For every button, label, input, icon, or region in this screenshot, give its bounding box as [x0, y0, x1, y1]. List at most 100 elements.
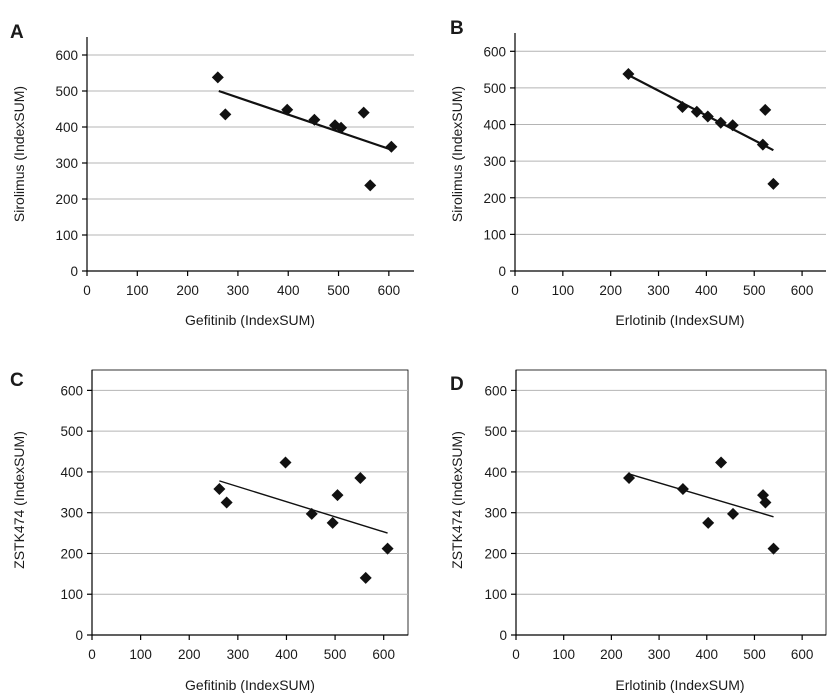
- x-tick-label: 0: [511, 283, 519, 298]
- plot-frame: [515, 369, 827, 636]
- trendline: [628, 473, 774, 518]
- y-tick-label: 200: [483, 191, 506, 206]
- data-point: [213, 483, 226, 496]
- y-tick-label: 400: [60, 465, 83, 480]
- data-point: [381, 542, 394, 555]
- x-tick-label: 100: [129, 647, 152, 662]
- data-point: [759, 496, 772, 509]
- panel-b: 0 100 200 300 400 500 600 0 100 200 300 400 500 600 Er…: [449, 18, 826, 328]
- y-tick-label: 300: [55, 156, 78, 171]
- x-axis-title: Erlotinib (IndexSUM): [615, 312, 744, 328]
- x-tick-label: 300: [227, 647, 250, 662]
- data-point: [759, 103, 772, 116]
- x-tick-label: 500: [743, 283, 766, 298]
- data-point: [385, 140, 398, 153]
- y-tick-label: 100: [483, 227, 506, 242]
- data-point: [714, 116, 727, 129]
- data-point: [357, 106, 370, 119]
- x-tick-label: 100: [552, 647, 575, 662]
- data-point: [690, 105, 703, 118]
- data-point: [335, 121, 348, 134]
- data-point: [767, 177, 780, 190]
- x-tick-label: 400: [275, 647, 298, 662]
- x-tick-label: 400: [695, 283, 718, 298]
- x-axis-title: Erlotinib (IndexSUM): [615, 677, 744, 693]
- data-point: [331, 489, 344, 502]
- y-tick-label: 0: [75, 628, 83, 643]
- x-tick-label: 200: [178, 647, 201, 662]
- data-point: [767, 542, 780, 555]
- y-axis-title: Sirolimus (IndexSUM): [449, 86, 465, 222]
- y-tick-label: 500: [55, 84, 78, 99]
- y-tick-label: 200: [60, 546, 83, 561]
- data-point: [364, 179, 377, 192]
- data-point: [715, 456, 728, 469]
- y-tick-label: 100: [484, 587, 507, 602]
- y-axis-title: ZSTK474 (IndexSUM): [449, 431, 465, 569]
- y-tick-label: 600: [60, 383, 83, 398]
- data-point: [211, 71, 224, 84]
- x-tick-label: 300: [227, 283, 250, 298]
- data-point: [354, 472, 367, 485]
- data-point: [701, 110, 714, 123]
- x-tick-label: 0: [512, 647, 520, 662]
- panel-d: 0 100 200 300 400 500 600 0 100 200 300 400 500 600 Er…: [449, 369, 827, 693]
- data-point: [756, 138, 769, 151]
- x-tick-label: 200: [176, 283, 199, 298]
- y-tick-label: 200: [55, 192, 78, 207]
- data-point: [281, 103, 294, 116]
- data-point: [279, 456, 292, 469]
- y-tick-label: 500: [484, 424, 507, 439]
- y-tick-label: 0: [70, 264, 78, 279]
- x-tick-label: 400: [277, 283, 300, 298]
- x-tick-label: 500: [743, 647, 766, 662]
- y-tick-label: 600: [484, 383, 507, 398]
- panel-letter: D: [450, 374, 464, 395]
- panel-a: 0 100 200 300 400 500 600 0 100 200 300 400 500 600 Ge…: [10, 22, 414, 328]
- data-point: [676, 483, 689, 496]
- y-tick-label: 400: [484, 465, 507, 480]
- y-tick-label: 300: [60, 506, 83, 521]
- y-tick-label: 400: [483, 118, 506, 133]
- data-point: [676, 100, 689, 113]
- data-point: [305, 507, 318, 520]
- y-tick-label: 0: [499, 628, 507, 643]
- data-point: [220, 496, 233, 509]
- y-tick-label: 500: [483, 81, 506, 96]
- y-tick-label: 400: [55, 120, 78, 135]
- data-point: [622, 68, 635, 81]
- y-tick-label: 200: [484, 546, 507, 561]
- data-point: [308, 113, 321, 126]
- x-axis-title: Gefitinib (IndexSUM): [185, 677, 315, 693]
- y-tick-label: 0: [498, 264, 506, 279]
- x-tick-label: 0: [88, 647, 96, 662]
- x-tick-label: 300: [648, 647, 671, 662]
- trendline: [219, 480, 388, 534]
- data-point: [326, 516, 339, 529]
- x-tick-label: 600: [791, 283, 814, 298]
- data-point: [219, 108, 232, 121]
- x-axis-title: Gefitinib (IndexSUM): [185, 312, 315, 328]
- y-tick-label: 100: [60, 587, 83, 602]
- x-tick-label: 400: [696, 647, 719, 662]
- x-tick-label: 100: [126, 283, 149, 298]
- y-axis-title: ZSTK474 (IndexSUM): [11, 431, 27, 569]
- data-point: [726, 119, 739, 132]
- panel-letter: B: [450, 18, 464, 39]
- panel-letter: A: [10, 22, 24, 43]
- y-tick-label: 300: [484, 506, 507, 521]
- y-tick-label: 600: [55, 48, 78, 63]
- data-point: [702, 516, 715, 529]
- y-tick-label: 300: [483, 154, 506, 169]
- y-tick-label: 100: [55, 228, 78, 243]
- x-tick-label: 600: [791, 647, 814, 662]
- trendline: [218, 89, 391, 151]
- x-tick-label: 100: [552, 283, 575, 298]
- x-tick-label: 600: [372, 647, 395, 662]
- x-tick-label: 200: [600, 647, 623, 662]
- y-tick-label: 600: [483, 44, 506, 59]
- x-tick-label: 500: [324, 647, 347, 662]
- y-tick-label: 500: [60, 424, 83, 439]
- plot-frame: [91, 369, 409, 636]
